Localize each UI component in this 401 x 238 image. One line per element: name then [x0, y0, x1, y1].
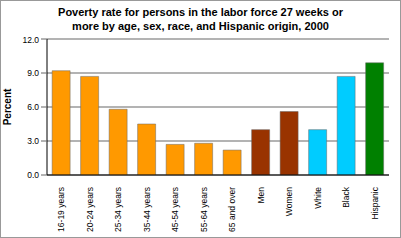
svg-text:3.0: 3.0 [27, 136, 39, 146]
svg-text:16-19 years: 16-19 years [56, 187, 66, 232]
svg-text:6.0: 6.0 [27, 102, 39, 112]
svg-text:55-64 years: 55-64 years [199, 187, 209, 232]
svg-text:Black: Black [341, 186, 351, 208]
svg-text:25-34 years: 25-34 years [113, 187, 123, 232]
svg-text:45-54 years: 45-54 years [170, 187, 180, 232]
svg-text:35-44 years: 35-44 years [142, 187, 152, 232]
html-text:Poverty rate for persons in th: Poverty rate for persons in the labor fo… [58, 6, 343, 32]
svg-text:9.0: 9.0 [27, 68, 39, 78]
svg-text:White: White [313, 187, 323, 209]
svg-text:0.0: 0.0 [27, 170, 39, 180]
svg-text:Percent: Percent [8, 88, 13, 125]
svg-text:Hispanic: Hispanic [370, 186, 380, 219]
svg-text:Women: Women [284, 187, 294, 216]
svg-text:12.0: 12.0 [22, 35, 39, 45]
svg-text:65 and over: 65 and over [227, 187, 237, 232]
svg-text:Men: Men [256, 187, 266, 204]
svg-text:20-24 years: 20-24 years [85, 187, 95, 232]
